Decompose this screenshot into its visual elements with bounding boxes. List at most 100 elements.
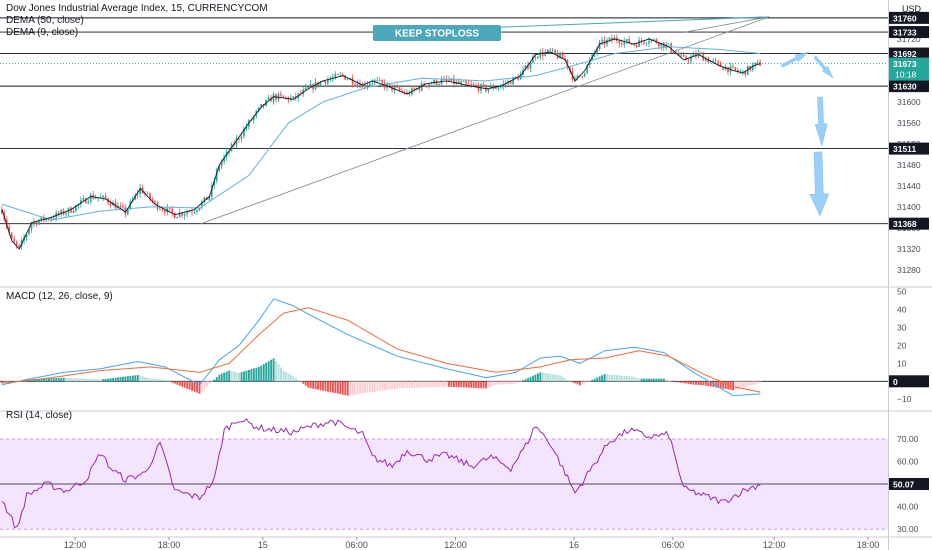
macd-hist-bar	[47, 378, 50, 382]
macd-hist-bar	[262, 364, 265, 382]
macd-hist-bar	[210, 381, 213, 382]
candle-body	[482, 84, 485, 86]
candle-body	[193, 212, 196, 213]
macd-hist-bar	[396, 381, 399, 389]
macd-hist-bar	[697, 381, 700, 385]
candle-body	[240, 136, 243, 140]
macd-hist-bar	[598, 376, 601, 382]
candle-body	[682, 54, 685, 57]
macd-hist-bar	[497, 381, 500, 385]
candle-body	[433, 80, 435, 84]
macd-hist-bar	[551, 374, 554, 382]
candle-body	[687, 59, 690, 61]
macd-hist-bar	[593, 378, 596, 382]
candle-body	[576, 75, 579, 79]
rsi-title: RSI (14, close)	[6, 410, 73, 421]
candle-body	[485, 85, 487, 91]
candle-body	[18, 244, 20, 247]
candle-body	[618, 41, 621, 44]
level-label-31630: 31630	[893, 82, 917, 92]
candle-body	[406, 92, 408, 94]
macd-hist-bar	[329, 381, 332, 393]
macd-hist-bar	[161, 379, 164, 382]
candle-body	[517, 77, 519, 80]
macd-hist-bar	[462, 381, 465, 388]
macd-hist-bar	[660, 378, 663, 382]
candle-body	[633, 44, 635, 46]
macd-hist-bar	[709, 381, 712, 387]
candle-body	[369, 83, 371, 85]
candle-body	[648, 41, 650, 44]
level-label-31368-box	[889, 217, 929, 230]
rsi-tick-label: 30.00	[897, 524, 919, 534]
macd-hist-bar	[260, 365, 263, 382]
macd-hist-bar	[682, 381, 685, 384]
candle-body	[25, 234, 28, 238]
candle-body	[164, 210, 166, 213]
candle-body	[30, 223, 33, 230]
macd-hist-bar	[312, 381, 315, 389]
candle-body	[218, 165, 221, 171]
candle-body	[724, 67, 727, 70]
macd-hist-bar	[84, 378, 87, 382]
candle-body	[5, 219, 8, 227]
macd-hist-bar	[554, 374, 557, 382]
rsi-line	[1, 418, 761, 529]
macd-hist-bar	[556, 374, 559, 382]
macd-hist-bar	[131, 375, 134, 382]
macd-hist-bar	[475, 381, 478, 389]
macd-hist-bar	[653, 378, 655, 382]
price-tick-label: 31320	[897, 244, 921, 254]
level-label-31760: 31760	[893, 13, 917, 23]
candle-body	[643, 41, 645, 44]
macd-hist-bar	[292, 376, 295, 382]
candle-body	[304, 87, 307, 90]
candle-body	[104, 195, 107, 199]
macd-hist-bar	[591, 379, 594, 382]
macd-tick-label: 20	[897, 340, 907, 350]
macd-hist-bar	[339, 381, 342, 395]
candle-body	[574, 78, 576, 80]
candle-body	[282, 95, 285, 98]
candle-body	[470, 84, 472, 85]
macd-hist-bar	[403, 381, 406, 389]
macd-hist-bar	[33, 379, 35, 382]
macd-hist-bar	[625, 376, 628, 382]
macd-hist-bar	[252, 368, 255, 382]
macd-hist-bar	[181, 381, 184, 387]
candle-body	[608, 37, 611, 40]
macd-hist-bar	[334, 381, 337, 394]
main-legend: Dow Jones Industrial Average Index, 15, …	[6, 3, 268, 39]
candle-body	[161, 209, 164, 211]
macd-hist-bar	[450, 381, 453, 387]
dema9-legend: DEMA (9, close)	[6, 27, 79, 38]
macd-hist-bar	[302, 381, 305, 384]
macd-hist-bar	[265, 362, 268, 382]
macd-hist-bar	[532, 375, 534, 382]
macd-hist-bar	[756, 381, 759, 384]
candle-body	[210, 185, 213, 198]
candle-body	[413, 88, 416, 90]
candle-body	[351, 78, 354, 85]
candle-body	[223, 156, 225, 162]
macd-hist-bar	[62, 377, 65, 382]
candle-body	[653, 39, 655, 41]
candle-body	[349, 78, 351, 80]
macd-tick-label: 30	[897, 322, 907, 332]
candle-body	[136, 193, 139, 195]
macd-hist-bar	[420, 381, 423, 388]
macd-hist-bar	[322, 381, 324, 391]
candle-body	[596, 49, 598, 53]
macd-hist-bar	[487, 381, 490, 388]
time-tick-label: 18:00	[158, 540, 181, 550]
macd-hist-bar	[235, 372, 238, 382]
macd-hist-bar	[297, 380, 300, 382]
macd-hist-bar	[220, 373, 223, 382]
macd-hist-bar	[620, 375, 623, 382]
level-label-31733-box	[889, 26, 929, 39]
macd-zero-label: 0	[893, 377, 898, 387]
macd-hist-bar	[267, 361, 270, 382]
candle-body	[549, 49, 552, 51]
